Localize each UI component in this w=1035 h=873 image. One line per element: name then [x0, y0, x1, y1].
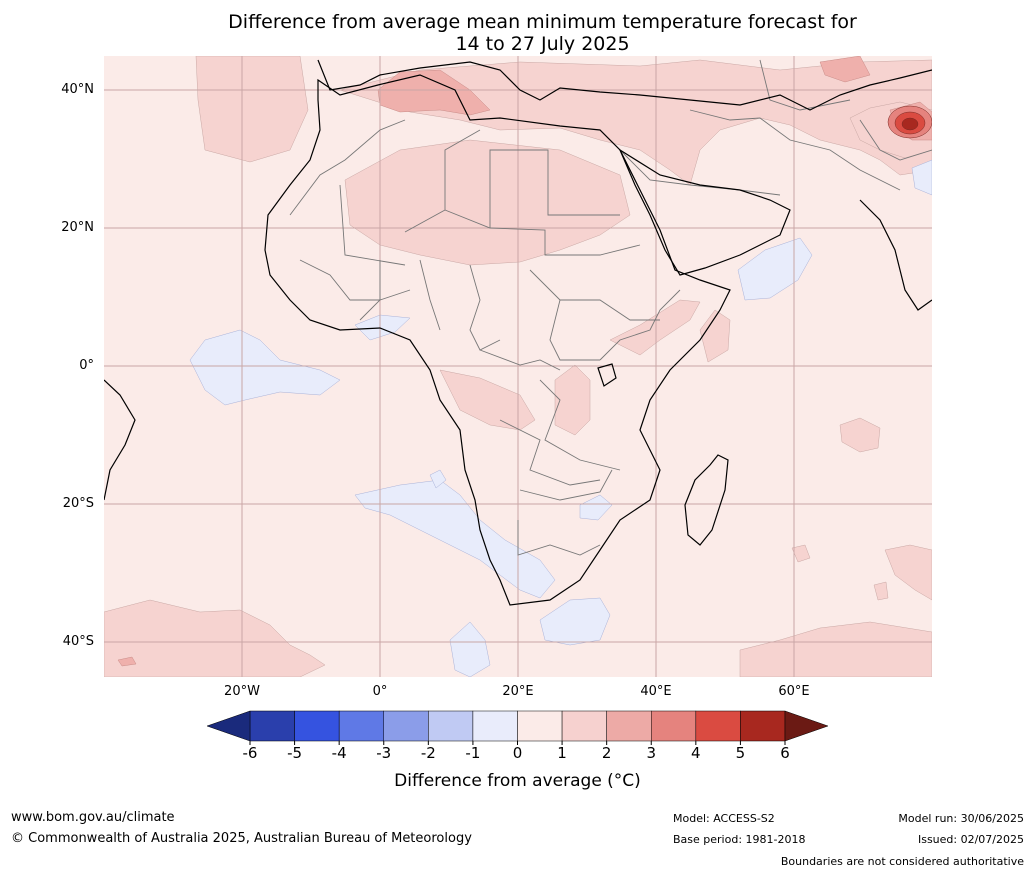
colorbar-over-arrow	[784, 710, 829, 742]
footer-disclaimer: Boundaries are not considered authoritat…	[780, 855, 1024, 868]
colorbar-tick-label: 1	[557, 744, 567, 762]
colorbar-tick-label: -4	[331, 744, 347, 762]
colorbar-swatch	[695, 710, 741, 742]
lon-label-0: 0°	[372, 684, 388, 699]
colorbar-tick-label: 4	[691, 744, 701, 762]
colorbar-tick-label: -5	[287, 744, 303, 762]
colorbar-tick-label: -6	[242, 744, 258, 762]
colorbar-swatch	[472, 710, 518, 742]
colorbar-tick-label: -3	[376, 744, 392, 762]
map-plot-area	[104, 56, 932, 677]
colorbar-tick-label: 5	[735, 744, 746, 762]
colorbar-tick-label: 0	[512, 744, 523, 762]
colorbar-swatch	[338, 710, 384, 742]
anomaly-hot-spot	[887, 105, 932, 139]
colorbar-under-arrow	[206, 710, 251, 742]
footer-base-period: Base period: 1981-2018	[673, 833, 806, 846]
footer-model: Model: ACCESS-S2	[673, 812, 775, 825]
south-america-coastline	[104, 379, 136, 501]
colorbar-swatch	[740, 710, 786, 742]
graticule	[104, 56, 932, 677]
colorbar-tick-label: -2	[420, 744, 436, 762]
lon-label-40e: 40°E	[640, 684, 672, 699]
lon-label-20e: 20°E	[502, 684, 534, 699]
colorbar-tick-label: -1	[465, 744, 481, 762]
colorbar-swatch	[294, 710, 340, 742]
india-coastline	[859, 199, 932, 311]
colorbar-tick-label: 6	[780, 744, 790, 762]
europe-coastline	[317, 59, 932, 111]
colorbar-swatch	[561, 710, 607, 742]
footer-copyright: © Commonwealth of Australia 2025, Austra…	[11, 831, 472, 846]
map-title-line1: Difference from average mean minimum tem…	[228, 11, 857, 33]
coastlines	[104, 59, 932, 606]
footer-issued: Issued: 02/07/2025	[917, 833, 1024, 846]
colorbar-swatch	[383, 710, 429, 742]
madagascar-coastline	[684, 454, 729, 546]
lat-label-0: 0°	[79, 358, 94, 373]
lat-label-40s: 40°S	[62, 634, 94, 649]
colorbar-swatch	[651, 710, 697, 742]
colorbar-swatch	[517, 710, 563, 742]
colorbar-swatch	[428, 710, 474, 742]
lon-label-20w: 20°W	[224, 684, 260, 699]
colorbar-swatch	[606, 710, 652, 742]
lon-label-60e: 60°E	[778, 684, 810, 699]
footer-model-run: Model run: 30/06/2025	[898, 812, 1024, 825]
country-boundaries	[289, 59, 932, 556]
colorbar-tick-label: 3	[646, 744, 657, 762]
colorbar	[206, 710, 829, 745]
map-title-line2: 14 to 27 July 2025	[455, 33, 630, 55]
lat-label-40n: 40°N	[61, 82, 94, 97]
colorbar-swatch	[249, 710, 295, 742]
footer-website: www.bom.gov.au/climate	[11, 810, 175, 825]
lake-victoria	[597, 363, 617, 387]
africa-coastline	[264, 74, 731, 606]
arabia-coastline	[618, 148, 791, 276]
lat-label-20n: 20°N	[61, 220, 94, 235]
colorbar-tick-label: 2	[601, 744, 612, 762]
lat-label-20s: 20°S	[62, 496, 94, 511]
colorbar-label: Difference from average (°C)	[394, 771, 641, 791]
